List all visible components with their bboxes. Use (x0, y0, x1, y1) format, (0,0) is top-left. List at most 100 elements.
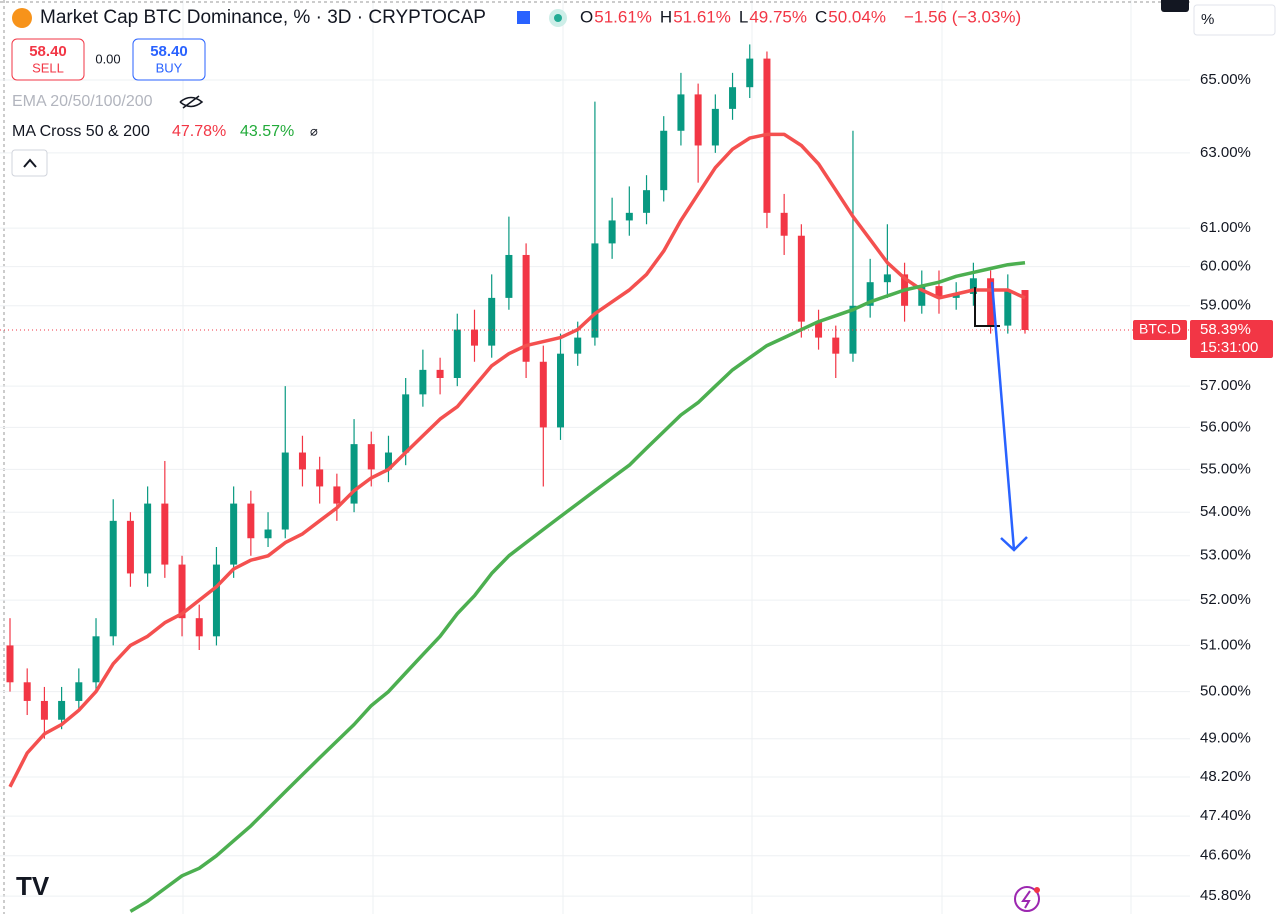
candle-body (969, 278, 977, 294)
candle-body (58, 700, 66, 720)
add-button[interactable] (1161, 0, 1189, 12)
candle-body (109, 520, 117, 637)
moving-average (8, 132, 1026, 788)
candle-body (144, 503, 152, 574)
candle-body (367, 444, 375, 470)
candle-body (6, 645, 14, 683)
ma-value: 43.57% (240, 123, 294, 140)
candle-body (883, 274, 891, 283)
symbol-label: BTC.D (1139, 321, 1181, 337)
sell-button[interactable] (11, 38, 85, 81)
notify-dot (1034, 887, 1040, 893)
candle-body (230, 503, 238, 565)
indicator-ma[interactable]: MA Cross 50 & 200 (12, 123, 150, 140)
y-tick-label: 63.00% (1200, 144, 1251, 161)
candle-body (333, 486, 341, 504)
lightning (1021, 890, 1031, 909)
ohlc-value: 49.75% (749, 7, 807, 26)
price-label: 58.39% (1200, 321, 1251, 338)
hide-icon[interactable] (179, 95, 204, 109)
candle-body (1021, 290, 1029, 331)
candle-body (522, 254, 530, 362)
candle-body (815, 321, 823, 338)
moving-average (129, 260, 1026, 913)
status-dot-inner (554, 14, 562, 22)
lightning-icon[interactable] (1014, 886, 1040, 912)
candle-body (797, 235, 805, 322)
y-tick-label: 59.00% (1200, 297, 1251, 314)
y-tick-label: 48.20% (1200, 768, 1251, 785)
btc-icon (12, 8, 32, 28)
candle-body (23, 682, 31, 701)
candle-body (677, 94, 685, 131)
candle-body (711, 108, 719, 146)
candle-body (126, 520, 134, 574)
buy-button[interactable] (132, 38, 206, 81)
candle-body (436, 369, 444, 379)
candle-body (935, 286, 943, 298)
candle-body (505, 254, 513, 298)
candle-body (453, 329, 461, 379)
ohlc-key: H (660, 7, 672, 26)
symbol-title[interactable]: Market Cap BTC Dominance, % · 3D · CRYPT… (40, 7, 486, 28)
y-tick-label: 54.00% (1200, 503, 1251, 520)
y-tick-label: 60.00% (1200, 258, 1251, 275)
ohlc-value: 50.04% (828, 7, 886, 26)
candle-body (161, 503, 169, 565)
candle-body (402, 394, 410, 453)
candle-body (729, 87, 737, 109)
y-tick-label: 47.40% (1200, 807, 1251, 824)
vertical-grid (182, 0, 1132, 914)
y-tick-label: 46.60% (1200, 847, 1251, 864)
change: −1.56 (−3.03%) (904, 7, 1021, 26)
candle-body (488, 297, 496, 346)
candle-body (608, 220, 616, 244)
collapse-icon (23, 158, 37, 168)
ohlc-key: O (580, 7, 593, 26)
candle-body (746, 58, 754, 88)
candle-body (694, 94, 702, 146)
spread: 0.00 (95, 51, 120, 66)
candle-body (384, 452, 392, 470)
candle-body (591, 243, 599, 338)
candle-body (539, 361, 547, 428)
axis-unit: % (1201, 11, 1214, 28)
ma-symbol: ⌀ (310, 123, 318, 138)
candle-body (660, 130, 668, 191)
indicator-ema[interactable]: EMA 20/50/100/200 (12, 93, 153, 110)
price-tag (1190, 320, 1273, 359)
y-tick-label: 52.00% (1200, 591, 1251, 608)
candle-body (557, 353, 565, 428)
ma-value: 47.78% (172, 123, 226, 140)
candle-body (298, 452, 306, 470)
candle-body (195, 618, 203, 637)
ohlc-key: C (815, 7, 827, 26)
candle-body (470, 329, 478, 346)
candle-body (350, 444, 358, 504)
drawn-arrow (990, 281, 1028, 552)
candle-body (419, 369, 427, 395)
collapse-button[interactable] (11, 149, 48, 177)
drawn-bracket (974, 287, 1000, 327)
y-tick-label: 50.00% (1200, 683, 1251, 700)
candle-body (316, 469, 324, 487)
y-tick-label: 57.00% (1200, 377, 1251, 394)
countdown: 15:31:00 (1200, 339, 1258, 356)
candle-body (952, 293, 960, 298)
candle-body (625, 212, 633, 221)
flag-icon[interactable] (517, 11, 530, 24)
logo[interactable]: TV (16, 871, 50, 901)
unit-box[interactable] (1193, 4, 1276, 36)
candle-body (918, 286, 926, 306)
candle-body (832, 337, 840, 354)
ohlc-key: L (739, 7, 748, 26)
y-tick-label: 56.00% (1200, 418, 1251, 435)
y-tick-label: 61.00% (1200, 219, 1251, 236)
y-tick-label: 49.00% (1200, 730, 1251, 747)
candle-body (643, 190, 651, 213)
candle-body (281, 452, 289, 530)
y-tick-label: 53.00% (1200, 547, 1251, 564)
candle-body (780, 212, 788, 236)
